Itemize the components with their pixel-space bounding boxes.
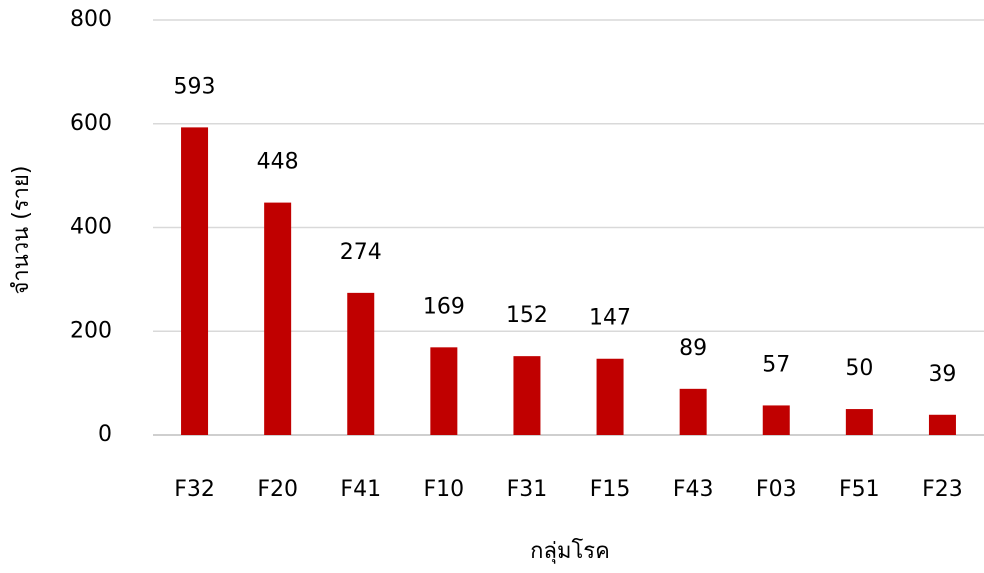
value-label: 147: [589, 306, 631, 331]
x-tick-label: F15: [590, 477, 631, 502]
bar: [928, 414, 956, 435]
bar: [845, 409, 873, 435]
y-tick-label: 400: [70, 215, 112, 240]
y-tick-label: 600: [70, 111, 112, 136]
bar: [181, 127, 209, 435]
x-tick-label: F10: [424, 477, 465, 502]
y-tick-label: 0: [98, 422, 112, 447]
y-tick-label: 800: [70, 7, 112, 32]
bar: [513, 356, 541, 435]
x-tick-label: F03: [756, 477, 797, 502]
value-label: 274: [340, 240, 382, 265]
x-tick-label: F20: [257, 477, 298, 502]
value-label: 89: [679, 336, 707, 361]
x-tick-label: F31: [507, 477, 548, 502]
x-tick-label: F41: [340, 477, 381, 502]
value-label: 50: [845, 356, 873, 381]
x-tick-label: F32: [174, 477, 215, 502]
value-label: 593: [174, 74, 216, 99]
bar: [347, 292, 375, 435]
value-label: 152: [506, 303, 548, 328]
x-tick-label: F51: [839, 477, 880, 502]
value-label: 169: [423, 294, 465, 319]
x-axis-title: กลุ่มโรค: [530, 538, 610, 564]
y-tick-label: 200: [70, 318, 112, 343]
bar: [679, 388, 707, 435]
value-label: 448: [257, 150, 299, 175]
bar: [430, 347, 458, 435]
bar: [264, 202, 292, 435]
y-axis-title: จำนวน (ราย): [9, 166, 34, 295]
x-tick-label: F43: [673, 477, 714, 502]
value-label: 57: [762, 352, 790, 377]
bar: [762, 405, 790, 435]
value-label: 39: [928, 362, 956, 387]
bar: [596, 358, 624, 435]
x-tick-label: F23: [922, 477, 963, 502]
